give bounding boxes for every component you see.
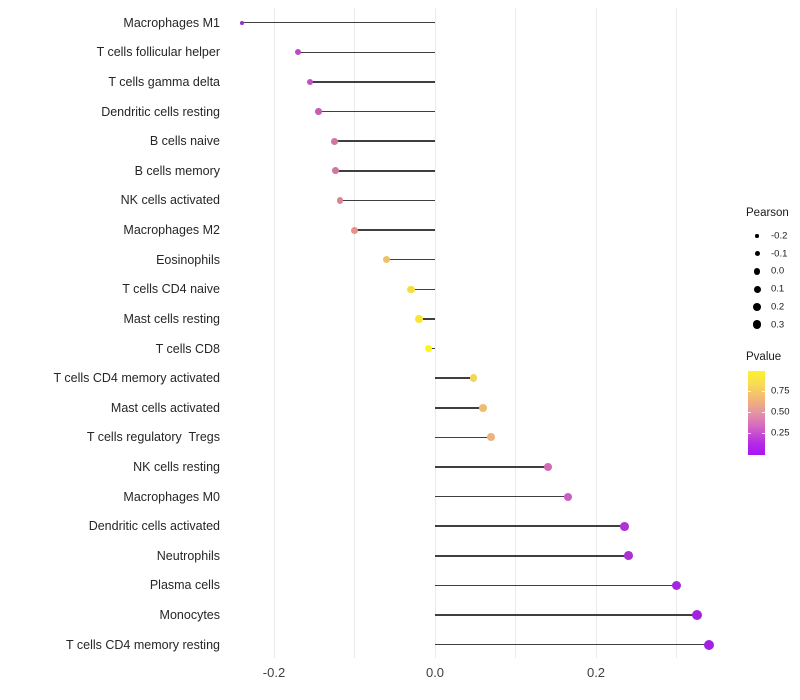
- pvalue-gradient-bar: [748, 371, 765, 455]
- row-line: [386, 258, 435, 261]
- lollipop-dot: [671, 580, 682, 591]
- x-tick-label: 0.2: [586, 665, 606, 680]
- y-axis-label: Macrophages M1: [123, 15, 220, 30]
- pvalue-tick-label: 0.25: [771, 427, 790, 439]
- lollipop-dot: [469, 374, 478, 382]
- y-axis-label: B cells naive: [149, 134, 220, 149]
- y-axis-label: Macrophages M2: [123, 223, 220, 238]
- pearson-size-dot: [753, 302, 761, 311]
- lollipop-dot: [295, 49, 302, 56]
- lollipop-dot: [315, 108, 322, 115]
- row-line: [435, 614, 697, 616]
- row-line: [354, 229, 435, 231]
- lollipop-dot: [330, 137, 338, 145]
- y-axis-label: Mast cells activated: [110, 400, 220, 415]
- row-line: [435, 377, 474, 379]
- row-line: [435, 643, 709, 646]
- row-line: [435, 495, 568, 498]
- pvalue-tick-mark: [748, 390, 751, 392]
- y-axis-label: Plasma cells: [149, 578, 220, 593]
- row-line: [435, 466, 548, 468]
- pearson-size-dot: [752, 320, 762, 329]
- y-axis-label: NK cells resting: [133, 460, 220, 474]
- lollipop-dot: [307, 78, 314, 86]
- y-axis-label: T cells regulatory Tregs: [86, 430, 220, 445]
- lollipop-dot: [487, 433, 496, 442]
- y-axis-label: Dendritic cells activated: [88, 519, 220, 534]
- row-line: [298, 51, 435, 54]
- lollipop-dot: [415, 315, 423, 323]
- pearson-legend-title: Pearson: [746, 207, 789, 219]
- row-line: [410, 288, 435, 291]
- gridline: [676, 8, 677, 658]
- lollipop-dot: [543, 463, 552, 471]
- pvalue-tick-mark: [748, 411, 751, 413]
- lollipop-dot: [479, 403, 488, 412]
- pvalue-tick-label: 0.75: [771, 385, 790, 397]
- y-axis-label: Mast cells resting: [123, 311, 220, 326]
- y-axis-label: Eosinophils: [156, 252, 220, 267]
- pearson-size-label: -0.1: [771, 248, 788, 260]
- row-line: [435, 436, 492, 439]
- pearson-size-label: 0.1: [771, 283, 785, 295]
- y-axis-label: Macrophages M0: [123, 489, 220, 504]
- y-axis-label: T cells CD4 naive: [122, 282, 220, 297]
- row-line: [435, 584, 677, 587]
- pvalue-tick-label: 0.50: [771, 406, 790, 418]
- lollipop-dot: [336, 197, 344, 204]
- row-line: [435, 407, 484, 409]
- lollipop-dot: [407, 285, 415, 293]
- gridline: [354, 8, 355, 658]
- y-axis-label: Neutrophils: [156, 548, 220, 563]
- row-line: [335, 170, 435, 172]
- gridline: [273, 8, 275, 658]
- y-axis-label: B cells memory: [134, 163, 220, 178]
- y-axis-label: Monocytes: [159, 608, 220, 623]
- lollipop-dot: [619, 521, 629, 531]
- y-axis-label: T cells follicular helper: [96, 45, 220, 60]
- gridline: [515, 8, 516, 658]
- pearson-size-dot: [754, 251, 760, 257]
- lollipop-dot: [563, 492, 572, 501]
- row-line: [435, 555, 629, 557]
- row-line: [310, 81, 435, 83]
- lollipop-dot: [424, 344, 433, 353]
- lollipop-dot: [239, 20, 244, 25]
- y-axis-label: Dendritic cells resting: [101, 104, 220, 119]
- y-axis-label: T cells CD8: [155, 341, 220, 356]
- x-tick-label: -0.2: [262, 665, 286, 680]
- pearson-size-label: -0.2: [771, 230, 788, 242]
- pearson-size-label: 0.3: [771, 319, 785, 330]
- pearson-size-dot: [755, 234, 759, 238]
- row-line: [340, 199, 435, 202]
- row-line: [318, 110, 435, 113]
- lollipop-dot: [623, 551, 633, 561]
- lollipop-dot: [382, 255, 391, 264]
- y-axis-label: T cells CD4 memory activated: [53, 371, 221, 386]
- y-axis-label: T cells gamma delta: [108, 74, 220, 89]
- pvalue-tick-mark: [762, 390, 765, 392]
- pvalue-tick-mark: [748, 433, 751, 435]
- y-axis-label: T cells CD4 memory resting: [66, 637, 220, 652]
- lollipop-dot: [331, 167, 339, 175]
- pearson-size-dot: [753, 268, 761, 275]
- row-line: [241, 21, 435, 24]
- gridline: [434, 8, 436, 658]
- row-line: [418, 318, 435, 320]
- pearson-size-label: 0.2: [771, 301, 785, 313]
- pvalue-tick-mark: [762, 411, 765, 413]
- gridline: [595, 8, 597, 658]
- pearson-size-label: 0.0: [771, 265, 785, 277]
- lollipop-dot: [351, 226, 358, 234]
- pvalue-tick-mark: [762, 433, 765, 435]
- lollipop-dot: [703, 639, 714, 650]
- x-tick-label: 0.0: [425, 665, 445, 680]
- lollipop-dot: [691, 610, 702, 621]
- row-line: [334, 140, 435, 142]
- y-axis-label: NK cells activated: [120, 193, 220, 208]
- pvalue-legend-title: Pvalue: [746, 351, 782, 363]
- pearson-size-dot: [753, 285, 761, 293]
- row-line: [435, 525, 625, 527]
